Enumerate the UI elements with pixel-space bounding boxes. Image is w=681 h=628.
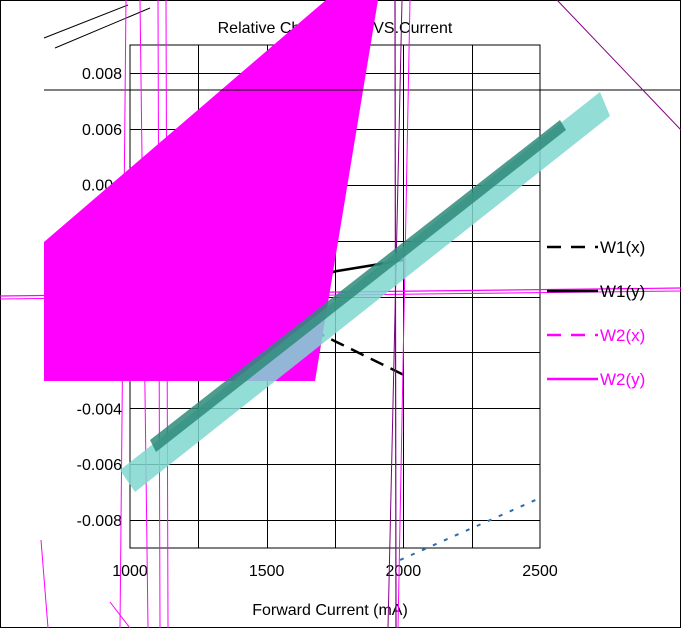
- legend-label: W1(y): [600, 282, 645, 301]
- watermark-stripe: [150, 120, 566, 452]
- artifact-line: [119, 0, 127, 628]
- legend-label: W2(x): [600, 326, 645, 345]
- legend-label: W1(x): [600, 238, 645, 257]
- artifact-line: [43, 4, 129, 39]
- y-tick-label: 0.008: [82, 66, 122, 83]
- watermark-stripe: [120, 92, 610, 492]
- legend: W1(x) W1(y) W2(x) W2(y): [547, 238, 645, 389]
- artifact-line: [109, 601, 131, 628]
- y-tick-label: 0.006: [82, 122, 122, 139]
- x-tick-label: 1500: [249, 563, 285, 580]
- x-tick-label: 2000: [386, 563, 422, 580]
- legend-label: W2(y): [600, 370, 645, 389]
- x-axis-label: Forward Current (mA): [252, 602, 408, 619]
- artifact-line: [397, 0, 411, 628]
- artifact-line: [54, 7, 151, 49]
- y-tick-label: -0.006: [77, 457, 122, 474]
- artifact-line: [387, 0, 403, 628]
- artifact-line: [556, 0, 681, 131]
- artifact-line: [40, 539, 49, 628]
- watermark-dashes: [399, 497, 541, 561]
- artifact-line: [139, 0, 149, 628]
- magenta-blob: [44, 0, 378, 381]
- artifact-line: [165, 0, 169, 628]
- x-axis-tick-labels: 1000 1500 2000 2500: [112, 563, 558, 580]
- artifact-line: [157, 0, 161, 628]
- x-tick-label: 2500: [522, 563, 558, 580]
- x-tick-label: 1000: [112, 563, 148, 580]
- y-tick-label: -0.008: [77, 513, 122, 530]
- y-tick-label: -0.004: [77, 401, 122, 418]
